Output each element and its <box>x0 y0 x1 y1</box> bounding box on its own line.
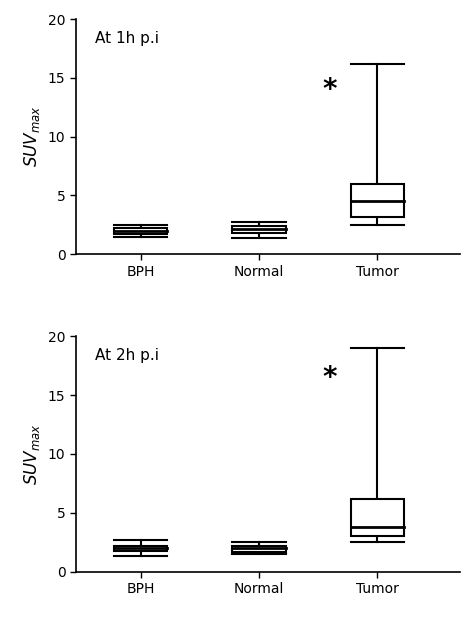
Bar <box>232 546 285 552</box>
Bar <box>114 228 167 234</box>
Text: At 2h p.i: At 2h p.i <box>95 348 159 363</box>
Bar <box>232 226 285 233</box>
Bar <box>350 498 404 536</box>
Y-axis label: $\mathregular{SUV_{max}}$: $\mathregular{SUV_{max}}$ <box>22 106 42 168</box>
Bar <box>350 184 404 217</box>
Text: *: * <box>323 364 337 392</box>
Text: At 1h p.i: At 1h p.i <box>95 31 159 46</box>
Bar <box>114 545 167 551</box>
Y-axis label: $\mathregular{SUV_{max}}$: $\mathregular{SUV_{max}}$ <box>22 423 42 485</box>
Text: *: * <box>323 76 337 104</box>
